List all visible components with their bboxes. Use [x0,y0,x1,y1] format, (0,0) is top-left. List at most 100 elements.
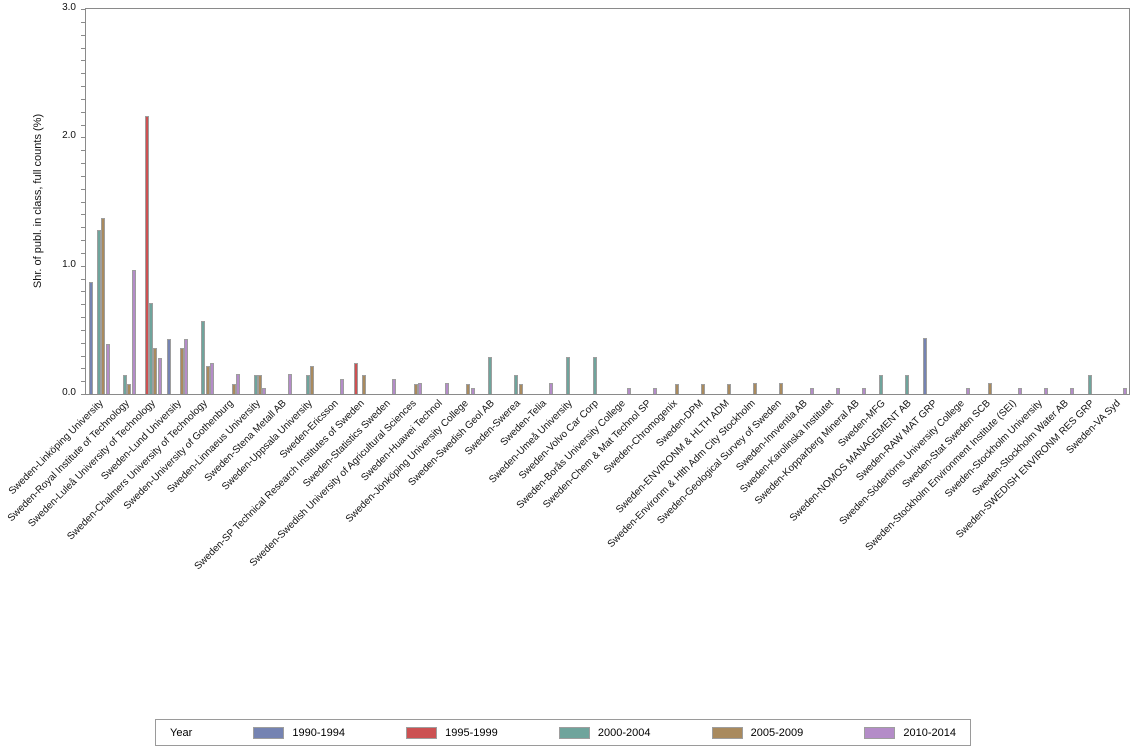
bar [466,383,471,394]
bar [157,358,162,394]
y-tick [81,60,86,62]
bar [97,229,101,394]
y-tick [81,278,86,280]
bar [105,343,110,394]
bar [414,383,419,394]
bar [127,383,132,394]
bar [809,387,814,394]
y-tick [81,252,86,254]
legend: Year 1990-1994 1995-1999 2000-2004 2005-200… [155,719,971,746]
bar [253,374,258,394]
y-axis-title: Shr. of publ. in class, full counts (%) [32,113,44,289]
y-tick [81,175,86,177]
legend-label: 2010-2014 [903,726,956,739]
y-tick [81,317,86,318]
legend-entry: 2000-2004 [558,726,651,739]
legend-entry: 1995-1999 [406,726,498,739]
bar [548,382,553,394]
y-tick [81,9,86,10]
legend-label: 1990-1994 [292,726,345,739]
bar [418,382,423,394]
legend-swatch-icon [711,726,743,739]
bar [488,356,493,394]
bar [149,302,154,394]
bar [288,373,293,394]
bar [627,387,631,394]
plot-area [81,8,1130,395]
y-tick [81,265,86,267]
bar [144,115,149,394]
bar [861,387,866,394]
legend-entry: 2010-2014 [864,726,956,739]
legend-title: Year [170,726,193,739]
y-tick [81,291,86,293]
bar [879,374,884,394]
y-tick [81,240,86,241]
legend-swatch-icon [253,726,285,739]
bar [305,374,310,394]
bar [753,382,758,394]
y-tick [81,394,86,395]
bar [88,282,93,394]
bar [1044,387,1049,394]
legend-label: 2000-2004 [597,726,651,739]
y-tick-label: 3.0 [62,2,76,13]
bar [231,383,236,394]
bar [131,269,136,394]
bar [101,218,106,394]
bar [674,383,679,394]
bar [566,356,571,394]
y-tick-label: 0.0 [62,387,76,398]
y-tick-label: 2.0 [62,130,76,142]
legend-swatch-icon [864,726,896,739]
bar [514,374,519,394]
y-tick [81,329,86,331]
y-tick [81,201,86,203]
y-tick [81,163,86,164]
bar [1122,387,1127,394]
bar [392,378,397,394]
bar [153,347,158,394]
bar [518,383,523,394]
y-tick [81,227,86,229]
bar [209,363,214,394]
bar [444,382,449,394]
bar [987,382,992,394]
y-tick-label: 1.0 [62,258,76,270]
y-tick [81,188,86,190]
bar [727,383,732,394]
bar [362,374,366,394]
bar [470,387,475,394]
y-tick [81,111,86,113]
y-tick [81,86,86,87]
bar [123,374,128,394]
bar [235,373,240,394]
bar [309,365,314,394]
legend-swatch-icon [406,726,438,739]
y-tick [81,355,86,357]
legend-swatch-icon [558,726,590,739]
bar [201,320,206,394]
legend-label: 1995-1999 [445,726,498,739]
bar [701,383,705,394]
y-tick [81,98,86,100]
y-tick [81,34,86,36]
legend-label: 2005-2009 [750,726,804,739]
bar [592,356,597,394]
y-tick [81,304,86,306]
bar [1070,387,1075,394]
y-tick [81,21,86,23]
y-tick [81,150,86,152]
bar [166,338,171,394]
bar [779,382,784,394]
y-tick [81,124,86,126]
bar [835,387,840,394]
y-tick [81,214,86,216]
y-tick [81,73,86,75]
y-tick [81,137,86,139]
bar [183,338,188,394]
y-tick [81,368,86,370]
bar [966,387,970,394]
bar [1087,374,1092,394]
